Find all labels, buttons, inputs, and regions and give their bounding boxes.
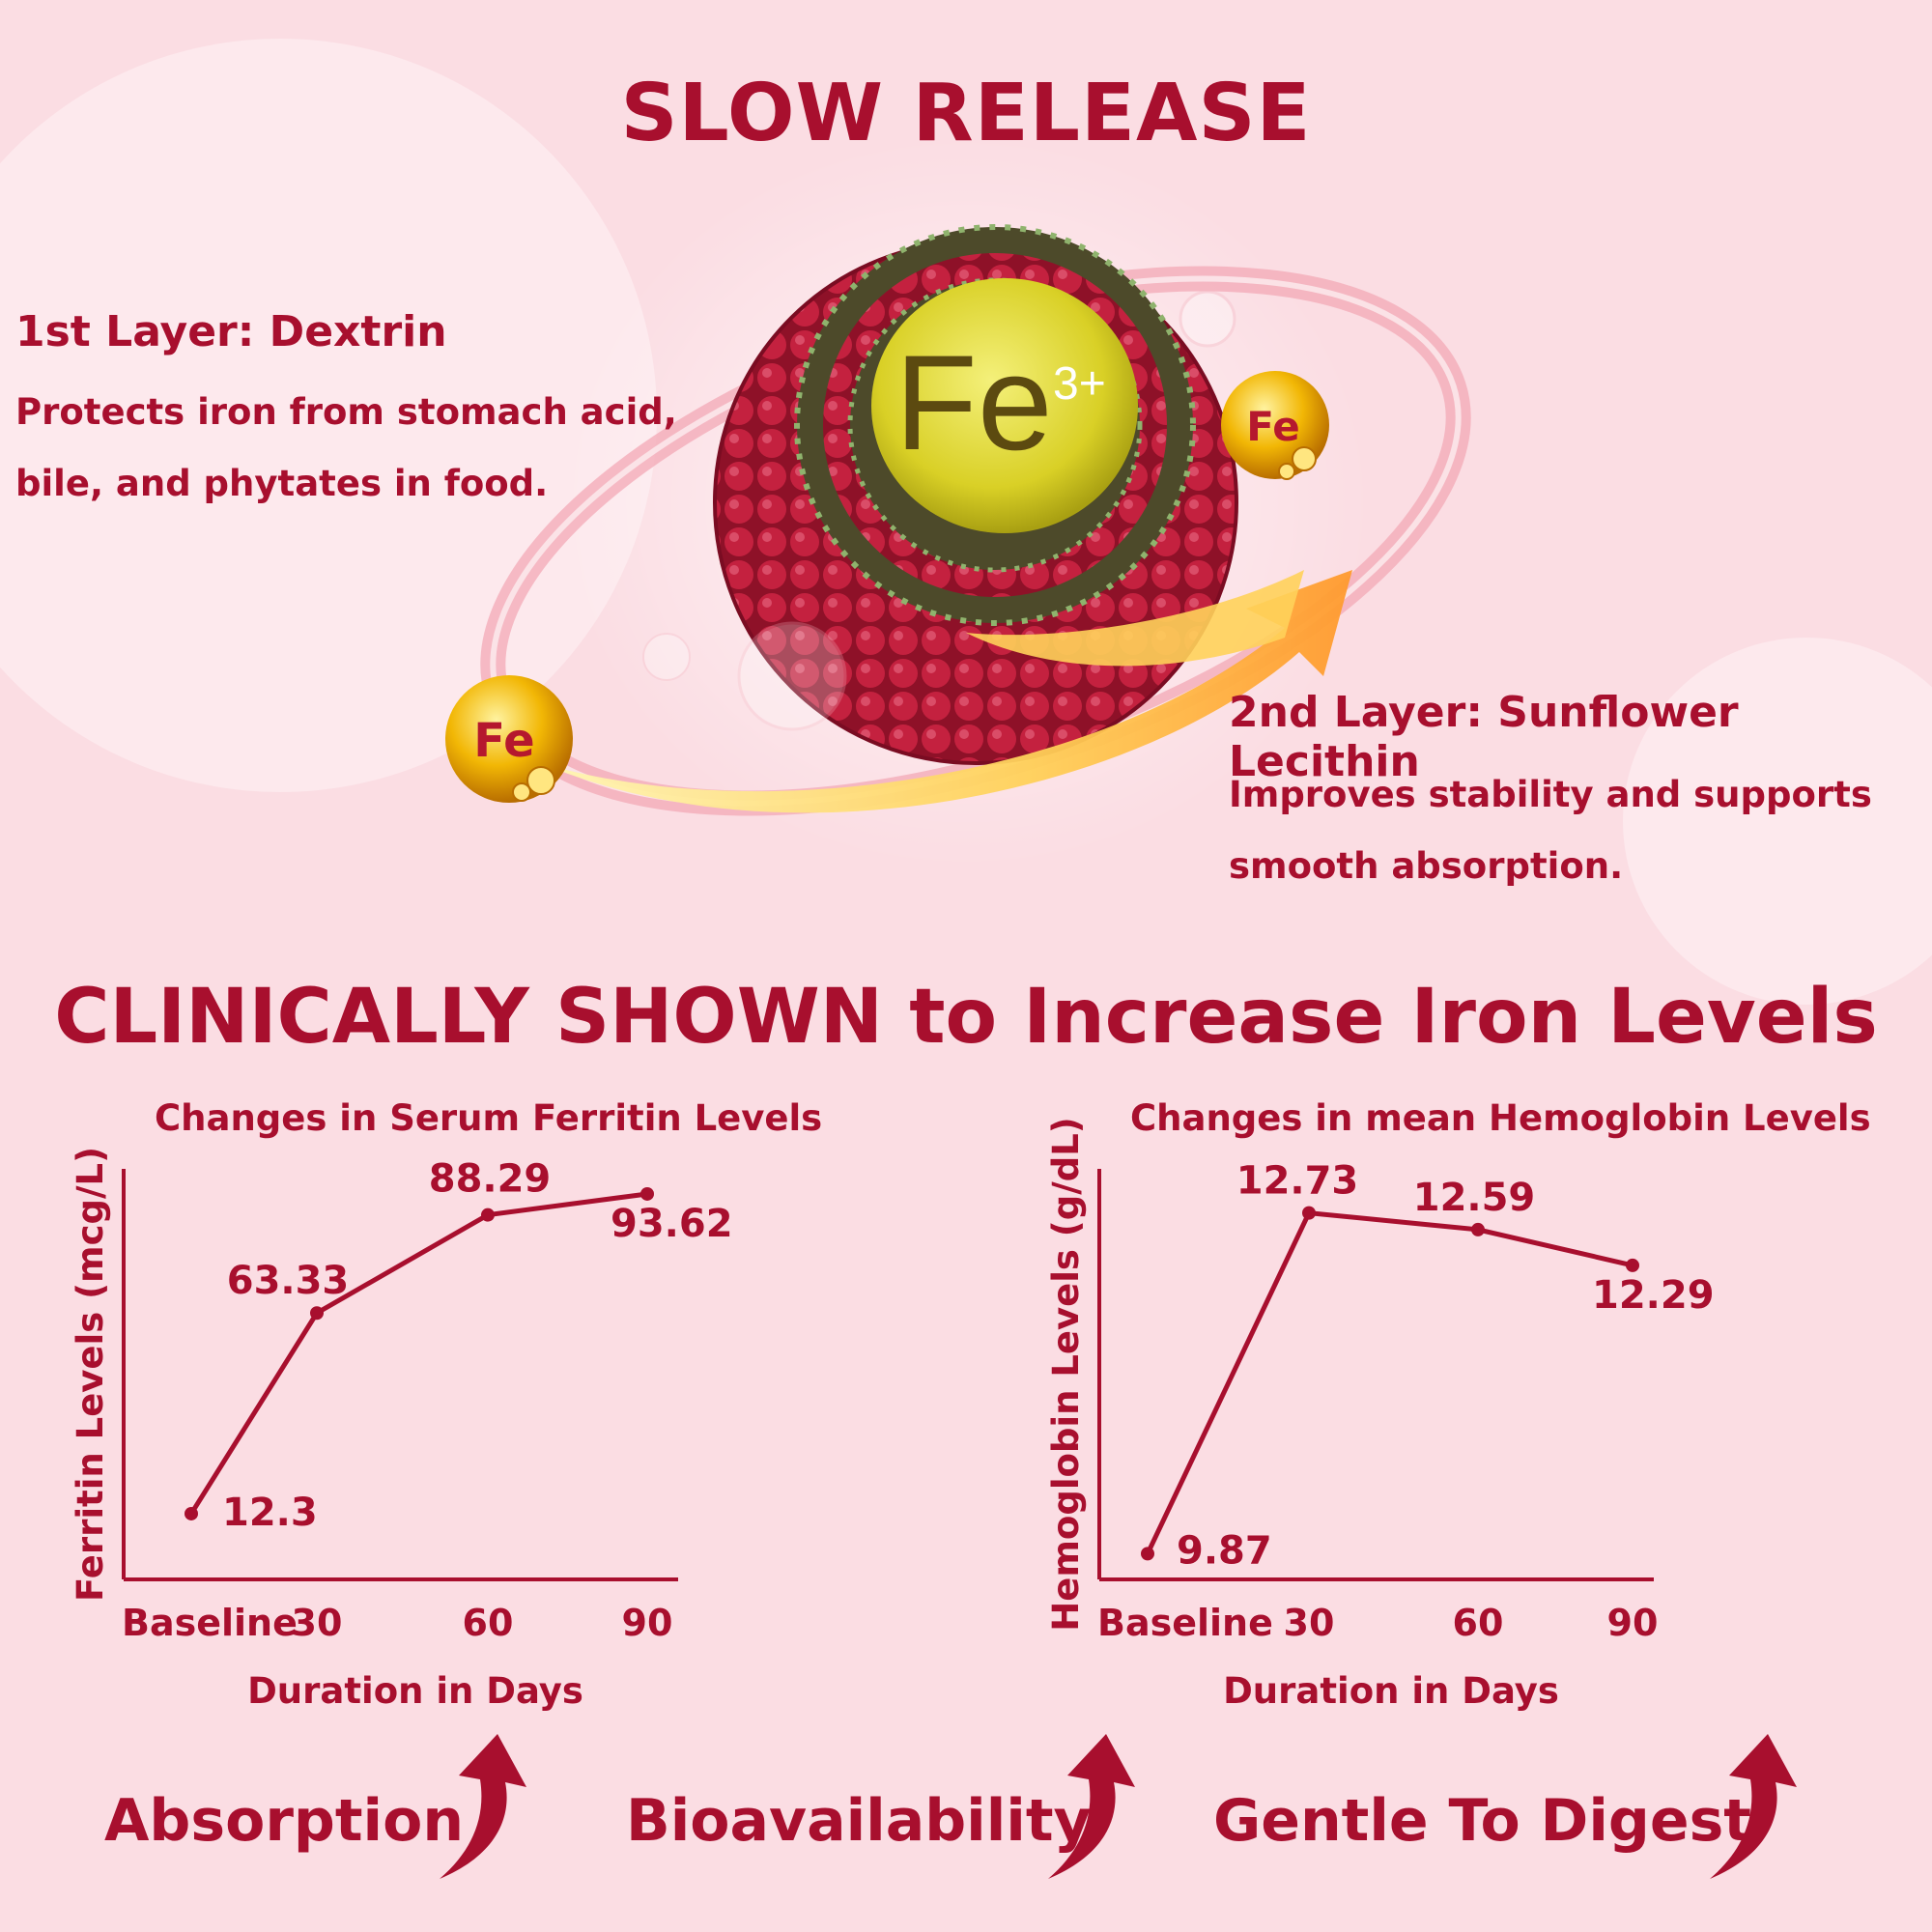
- x-tick-label: 30: [292, 1602, 343, 1644]
- data-point: [640, 1186, 654, 1201]
- up-arrow-icon: [440, 1734, 526, 1879]
- data-label: 88.29: [429, 1157, 552, 1202]
- fe-particle-label: Fe: [1246, 403, 1299, 450]
- data-point: [310, 1306, 324, 1321]
- benefit-absorption: Absorption: [104, 1787, 465, 1855]
- y-axis-label: Ferritin Levels (mcg/L): [70, 1147, 111, 1602]
- hemoglobin-chart: Changes in mean Hemoglobin Levels Hemoglo…: [1043, 1082, 1913, 1719]
- x-tick-label: 60: [1453, 1602, 1504, 1644]
- layer-1-description: Protects iron from stomach acid, bile, a…: [15, 377, 677, 520]
- data-label: 12.29: [1592, 1273, 1715, 1318]
- layer-2-line: smooth absorption.: [1229, 845, 1624, 887]
- ferritin-chart: Changes in Serum Ferritin Levels Ferritin…: [68, 1082, 937, 1719]
- data-point: [1141, 1547, 1154, 1561]
- x-tick-label: Baseline: [1097, 1602, 1273, 1644]
- benefit-gentle-to-digest: Gentle To Digest: [1213, 1787, 1751, 1855]
- fe-particle-label: Fe: [473, 714, 534, 768]
- benefit-bioavailability: Bioavailability: [626, 1787, 1092, 1855]
- data-label: 12.73: [1236, 1159, 1359, 1204]
- fe-particle-icon: [1221, 371, 1329, 480]
- x-axis-label: Duration in Days: [247, 1670, 583, 1712]
- fe-particle-icon: [445, 675, 573, 803]
- data-label: 93.62: [611, 1202, 733, 1246]
- data-point: [1626, 1258, 1639, 1272]
- x-tick-label: 30: [1284, 1602, 1335, 1644]
- data-point: [481, 1208, 495, 1222]
- chart-title: Changes in mean Hemoglobin Levels: [1130, 1097, 1871, 1139]
- series-line: [1145, 1209, 1634, 1555]
- layer-2-heading: 2nd Layer: Sunflower Lecithin: [1229, 688, 1739, 786]
- data-label: 63.33: [227, 1259, 350, 1303]
- data-point: [1302, 1206, 1316, 1220]
- layer-1-line: Protects iron from stomach acid,: [15, 391, 677, 433]
- section-title: CLINICALLY SHOWN to Increase Iron Levels: [54, 974, 1878, 1061]
- layer-2-line: Improves stability and supports: [1229, 774, 1872, 815]
- data-label: 12.3: [222, 1491, 318, 1535]
- layer-1-heading: 1st Layer: Dextrin: [15, 307, 447, 356]
- page-title: SLOW RELEASE: [620, 68, 1312, 159]
- core-fe-label: Fe: [895, 327, 1052, 478]
- series-line: [188, 1191, 648, 1516]
- chart-title: Changes in Serum Ferritin Levels: [155, 1097, 822, 1139]
- ferritin-chart-svg: Changes in Serum Ferritin Levels Ferritin…: [70, 1097, 822, 1712]
- data-point: [1471, 1222, 1485, 1236]
- hemoglobin-chart-svg: Changes in mean Hemoglobin Levels Hemoglo…: [1045, 1097, 1871, 1712]
- layer-2-description: Improves stability and supports smooth a…: [1229, 759, 1872, 902]
- data-label: 12.59: [1413, 1176, 1536, 1220]
- x-tick-label: 90: [1607, 1602, 1659, 1644]
- x-tick-label: 60: [463, 1602, 514, 1644]
- x-tick-label: Baseline: [122, 1602, 298, 1644]
- data-label: 9.87: [1177, 1528, 1272, 1573]
- up-arrow-icon: [1048, 1734, 1135, 1879]
- x-axis-label: Duration in Days: [1223, 1670, 1559, 1712]
- x-tick-label: 90: [622, 1602, 673, 1644]
- layer-1-line: bile, and phytates in food.: [15, 463, 549, 504]
- data-point: [185, 1506, 198, 1520]
- up-arrow-icon: [1710, 1734, 1797, 1879]
- y-axis-label: Hemoglobin Levels (g/dL): [1045, 1117, 1087, 1631]
- core-charge-label: 3+: [1053, 358, 1106, 410]
